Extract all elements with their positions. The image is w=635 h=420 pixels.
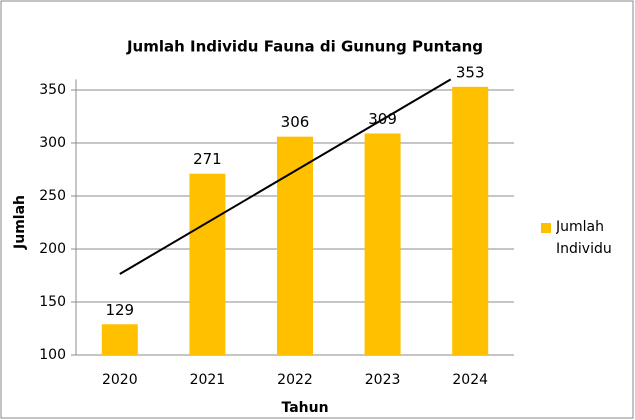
x-axis-label: Tahun [281, 400, 328, 416]
x-tick-label: 2020 [102, 372, 138, 388]
y-tick-label: 300 [39, 135, 66, 151]
bar [364, 133, 401, 355]
x-tick-label: 2023 [365, 372, 401, 388]
y-tick-label: 250 [39, 188, 66, 204]
y-tick-label: 350 [39, 82, 66, 98]
y-axis-label: Jumlah [12, 195, 28, 250]
bar [189, 173, 226, 355]
value-label: 353 [456, 63, 485, 81]
x-tick-label: 2021 [190, 372, 226, 388]
value-label: 129 [105, 301, 134, 319]
trendline [119, 78, 452, 275]
value-label: 306 [281, 113, 310, 131]
x-tick-label: 2024 [452, 372, 488, 388]
bar [277, 136, 313, 355]
legend-label: Jumlah Individu [556, 219, 612, 257]
y-tick-label: 150 [39, 294, 66, 310]
chart-title: Jumlah Individu Fauna di Gunung Puntang [126, 38, 483, 56]
y-tick-label: 100 [39, 347, 66, 363]
legend-swatch [541, 223, 551, 233]
legend: Jumlah Individu [556, 219, 612, 257]
bar [452, 86, 489, 355]
y-tick-label: 200 [39, 241, 66, 257]
value-label: 271 [193, 150, 222, 168]
bar [101, 324, 138, 355]
x-tick-label: 2022 [277, 372, 313, 388]
